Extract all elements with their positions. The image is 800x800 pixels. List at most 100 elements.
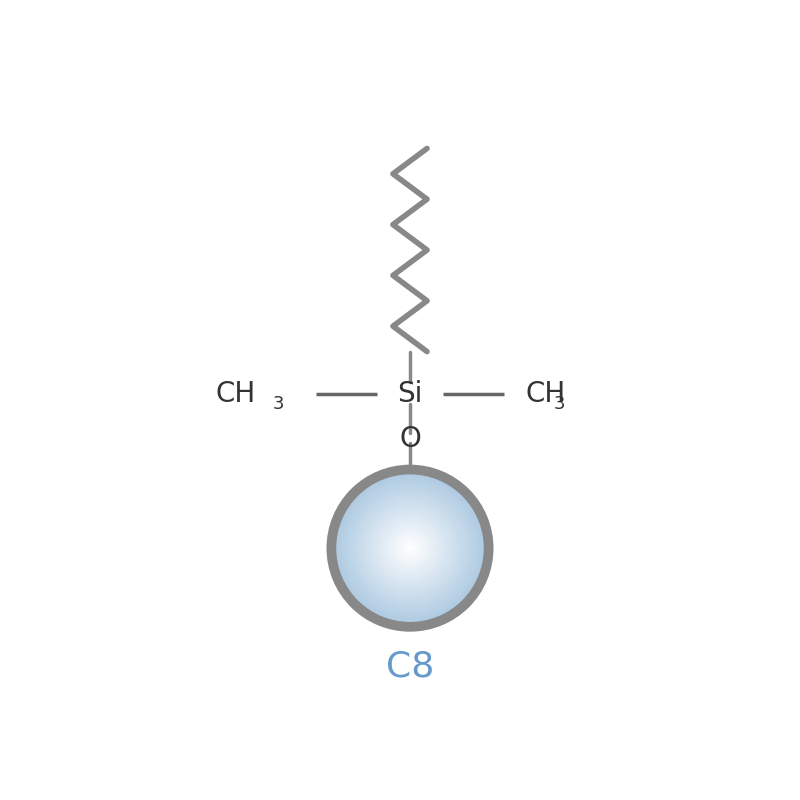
Circle shape — [407, 545, 413, 551]
Circle shape — [332, 470, 488, 626]
Text: CH: CH — [526, 379, 566, 407]
Circle shape — [366, 504, 454, 592]
Circle shape — [363, 501, 457, 595]
Circle shape — [364, 502, 456, 594]
Circle shape — [389, 527, 431, 570]
Circle shape — [401, 538, 419, 558]
Circle shape — [348, 486, 472, 610]
Circle shape — [375, 514, 445, 582]
Circle shape — [333, 471, 487, 626]
Circle shape — [366, 505, 454, 591]
Circle shape — [336, 474, 484, 622]
Circle shape — [385, 523, 435, 574]
Circle shape — [347, 486, 473, 611]
Circle shape — [378, 517, 442, 580]
Circle shape — [369, 507, 451, 589]
Circle shape — [331, 470, 489, 627]
Circle shape — [350, 489, 470, 608]
Circle shape — [374, 512, 446, 584]
Circle shape — [392, 530, 428, 566]
Circle shape — [358, 495, 462, 601]
Circle shape — [382, 521, 438, 576]
Circle shape — [390, 528, 430, 569]
Circle shape — [379, 518, 441, 579]
Circle shape — [372, 510, 448, 586]
Circle shape — [358, 496, 462, 600]
Circle shape — [364, 502, 456, 594]
Circle shape — [406, 544, 414, 552]
Circle shape — [337, 475, 483, 622]
Circle shape — [361, 498, 459, 598]
Circle shape — [368, 506, 452, 590]
Circle shape — [351, 489, 469, 607]
Circle shape — [409, 546, 411, 550]
Circle shape — [342, 481, 478, 616]
Circle shape — [346, 484, 474, 613]
Circle shape — [382, 520, 438, 577]
Circle shape — [406, 543, 414, 553]
Circle shape — [408, 546, 412, 550]
Circle shape — [357, 494, 463, 602]
Circle shape — [405, 542, 415, 554]
Circle shape — [362, 499, 458, 597]
Circle shape — [383, 522, 437, 575]
Circle shape — [371, 510, 449, 586]
Circle shape — [340, 478, 480, 618]
Circle shape — [394, 533, 426, 564]
Text: Si: Si — [398, 379, 422, 407]
Circle shape — [370, 509, 450, 587]
Circle shape — [339, 478, 481, 619]
Circle shape — [367, 506, 453, 590]
Circle shape — [344, 482, 476, 614]
Circle shape — [359, 497, 461, 599]
Circle shape — [355, 493, 465, 603]
Circle shape — [373, 511, 447, 585]
Circle shape — [380, 518, 440, 578]
Text: O: O — [399, 426, 421, 454]
Circle shape — [399, 537, 421, 559]
Circle shape — [350, 488, 470, 609]
Circle shape — [396, 534, 424, 562]
Circle shape — [402, 540, 418, 556]
Circle shape — [390, 529, 430, 568]
Circle shape — [349, 487, 471, 610]
Circle shape — [395, 534, 425, 563]
Circle shape — [352, 490, 468, 606]
Circle shape — [398, 535, 422, 561]
Circle shape — [398, 536, 422, 560]
Circle shape — [345, 483, 475, 614]
Circle shape — [400, 538, 420, 558]
Circle shape — [370, 508, 450, 588]
Circle shape — [342, 480, 478, 617]
Circle shape — [365, 503, 455, 593]
Circle shape — [335, 474, 485, 623]
Circle shape — [402, 539, 418, 557]
Circle shape — [387, 526, 433, 571]
Circle shape — [386, 524, 434, 573]
Circle shape — [404, 542, 416, 554]
Circle shape — [388, 526, 432, 570]
Circle shape — [338, 476, 482, 621]
Circle shape — [386, 525, 434, 572]
Text: 3: 3 — [273, 395, 284, 413]
Circle shape — [397, 535, 423, 562]
Circle shape — [403, 541, 417, 555]
Circle shape — [384, 522, 436, 574]
Text: CH: CH — [215, 379, 255, 407]
Circle shape — [354, 491, 466, 605]
Circle shape — [354, 492, 466, 604]
Circle shape — [362, 500, 458, 596]
Circle shape — [378, 516, 442, 581]
Circle shape — [343, 482, 477, 615]
Text: C8: C8 — [386, 649, 434, 683]
Circle shape — [391, 530, 429, 567]
Circle shape — [334, 473, 486, 624]
Circle shape — [356, 494, 464, 602]
Circle shape — [393, 531, 427, 566]
Text: 3: 3 — [554, 395, 566, 413]
Circle shape — [376, 514, 444, 582]
Circle shape — [353, 490, 467, 606]
Circle shape — [377, 515, 443, 581]
Circle shape — [341, 479, 479, 618]
Circle shape — [346, 485, 474, 612]
